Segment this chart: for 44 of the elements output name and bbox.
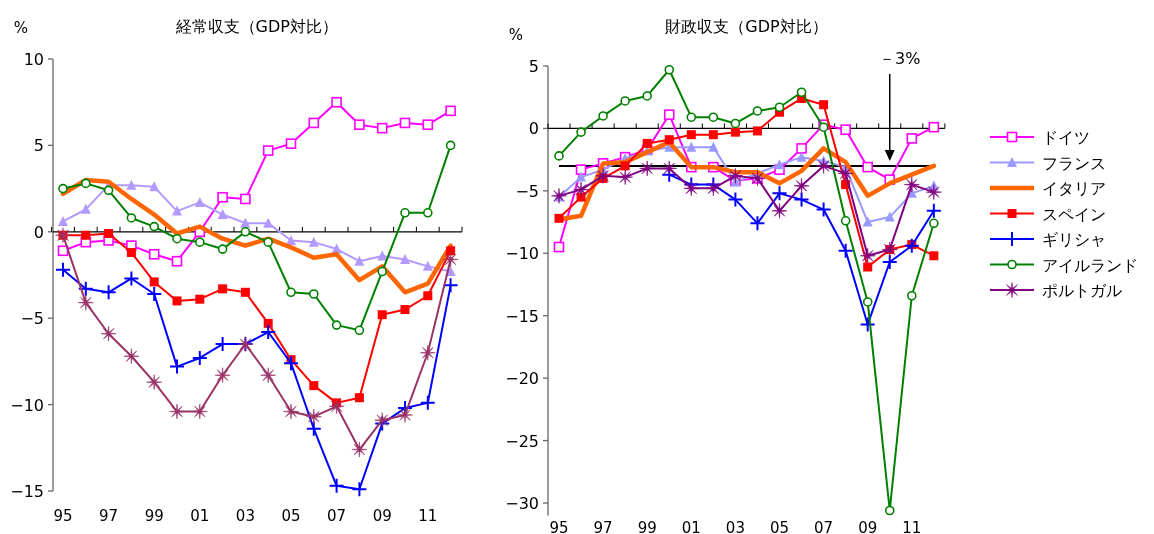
legend-label: スペイン xyxy=(1042,204,1106,224)
x-tick-label: 95 xyxy=(53,507,73,525)
x-tick-label: 01 xyxy=(190,507,210,525)
x-tick-label: 11 xyxy=(902,519,922,534)
x-tick-label: 09 xyxy=(858,519,878,534)
y-tick-label: 10 xyxy=(23,50,44,69)
legend-label: フランス xyxy=(1042,153,1106,173)
legend-label: イタリア xyxy=(1042,179,1106,198)
y-axis-title: % xyxy=(508,26,524,44)
y-tick-label: −15 xyxy=(505,306,539,326)
y-tick-label: 5 xyxy=(33,136,44,156)
y-tick-label: −10 xyxy=(505,244,539,264)
y-tick-label: −25 xyxy=(505,431,539,451)
legend-label: アイルランド xyxy=(1042,255,1138,275)
y-tick-label: −5 xyxy=(515,181,539,201)
x-tick-label: 97 xyxy=(99,507,119,525)
y-tick-label: −30 xyxy=(505,494,539,513)
y-axis-title: % xyxy=(13,19,29,37)
x-tick-label: 05 xyxy=(281,507,301,525)
chart-title: 財政収支（GDP対比） xyxy=(665,17,828,36)
annotation: －3% xyxy=(879,49,921,68)
x-tick-label: 05 xyxy=(769,519,790,534)
legend-label: ポルトガル xyxy=(1042,281,1122,300)
y-tick-label: −20 xyxy=(505,369,539,389)
y-tick-label: 5 xyxy=(528,57,539,76)
x-tick-label: 11 xyxy=(418,507,438,525)
x-tick-label: 99 xyxy=(637,519,657,534)
x-tick-label: 09 xyxy=(372,507,392,525)
x-tick-label: 01 xyxy=(681,519,701,534)
legend-label: ギリシャ xyxy=(1042,230,1106,249)
x-tick-label: 97 xyxy=(593,519,613,534)
y-tick-label: 0 xyxy=(33,222,44,242)
y-tick-label: −5 xyxy=(20,309,44,329)
x-tick-label: 95 xyxy=(549,519,569,534)
x-tick-label: 03 xyxy=(725,519,745,534)
y-tick-label: 0 xyxy=(528,119,539,139)
x-tick-label: 03 xyxy=(235,507,255,525)
legend-label: ドイツ xyxy=(1042,128,1090,147)
x-tick-label: 07 xyxy=(327,507,347,525)
y-tick-label: −10 xyxy=(10,395,44,415)
chart-title: 経常収支（GDP対比） xyxy=(174,17,338,36)
y-tick-label: −15 xyxy=(10,482,44,501)
x-tick-label: 99 xyxy=(144,507,164,525)
x-tick-label: 07 xyxy=(814,519,834,534)
